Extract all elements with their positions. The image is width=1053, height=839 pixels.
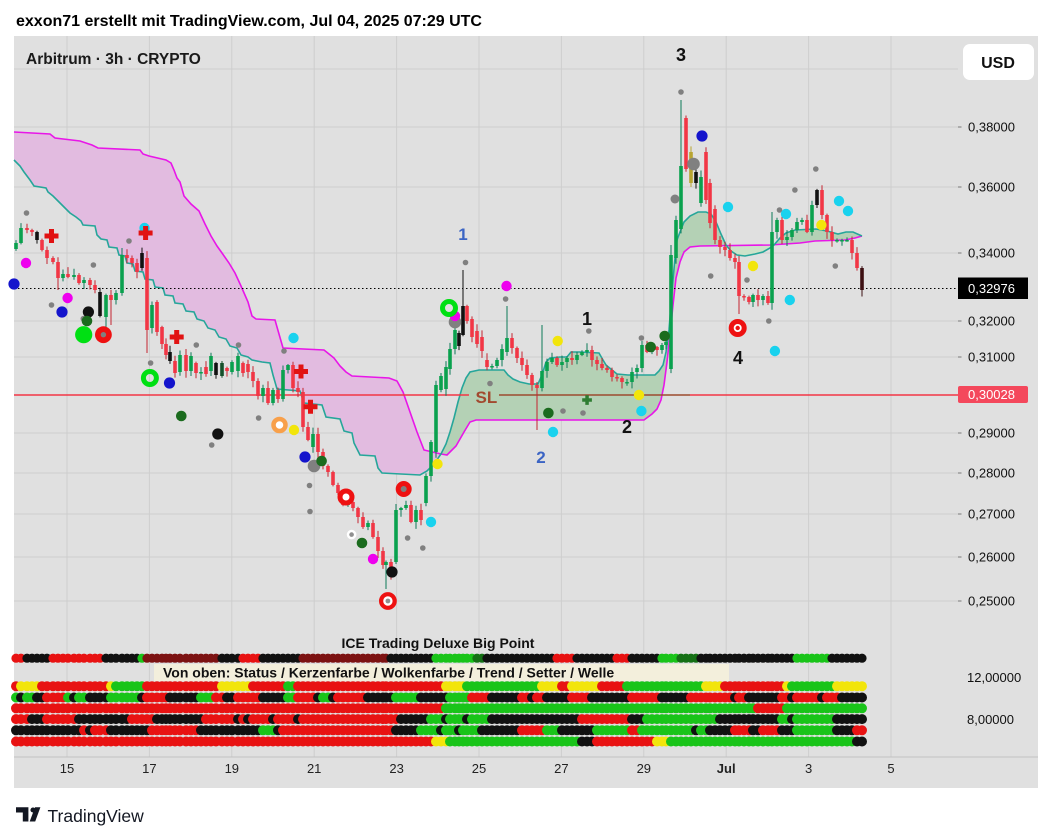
- svg-text:0,25000: 0,25000: [968, 594, 1015, 609]
- svg-text:SL: SL: [476, 388, 498, 407]
- svg-text:TradingView: TradingView: [48, 806, 145, 826]
- svg-text:0,26000: 0,26000: [968, 550, 1015, 565]
- svg-text:ICE Trading Deluxe Big Point: ICE Trading Deluxe Big Point: [342, 635, 535, 651]
- svg-text:Arbitrum · 3h · CRYPTO: Arbitrum · 3h · CRYPTO: [26, 51, 201, 68]
- svg-text:25: 25: [472, 761, 486, 776]
- svg-text:0,29000: 0,29000: [968, 426, 1015, 441]
- svg-text:17: 17: [142, 761, 156, 776]
- svg-text:1: 1: [582, 309, 592, 329]
- svg-text:0,32000: 0,32000: [968, 314, 1015, 329]
- svg-text:15: 15: [60, 761, 74, 776]
- svg-text:19: 19: [225, 761, 239, 776]
- svg-text:USD: USD: [981, 55, 1015, 72]
- svg-text:23: 23: [389, 761, 403, 776]
- svg-text:21: 21: [307, 761, 321, 776]
- svg-text:4: 4: [733, 348, 743, 368]
- svg-text:Von oben: Status / Kerzenfarbe: Von oben: Status / Kerzenfarbe / Wolkenf…: [163, 665, 614, 681]
- svg-text:12,00000: 12,00000: [967, 670, 1021, 685]
- svg-text:Jul: Jul: [717, 761, 736, 776]
- svg-text:8,00000: 8,00000: [967, 712, 1014, 727]
- svg-text:0,27000: 0,27000: [968, 507, 1015, 522]
- svg-text:2: 2: [622, 417, 632, 437]
- svg-text:exxon71 erstellt mit TradingVi: exxon71 erstellt mit TradingView.com, Ju…: [16, 13, 482, 30]
- svg-text:0,31000: 0,31000: [968, 350, 1015, 365]
- svg-text:29: 29: [637, 761, 651, 776]
- svg-text:27: 27: [554, 761, 568, 776]
- svg-text:2: 2: [536, 448, 545, 467]
- svg-text:0,38000: 0,38000: [968, 120, 1015, 135]
- svg-text:0,30028: 0,30028: [968, 387, 1015, 402]
- svg-text:0,34000: 0,34000: [968, 246, 1015, 261]
- svg-text:3: 3: [676, 45, 686, 65]
- svg-text:0,36000: 0,36000: [968, 180, 1015, 195]
- svg-text:0,28000: 0,28000: [968, 466, 1015, 481]
- svg-text:0,32976: 0,32976: [968, 281, 1015, 296]
- svg-text:3: 3: [805, 761, 812, 776]
- svg-text:1: 1: [458, 225, 467, 244]
- svg-text:5: 5: [887, 761, 894, 776]
